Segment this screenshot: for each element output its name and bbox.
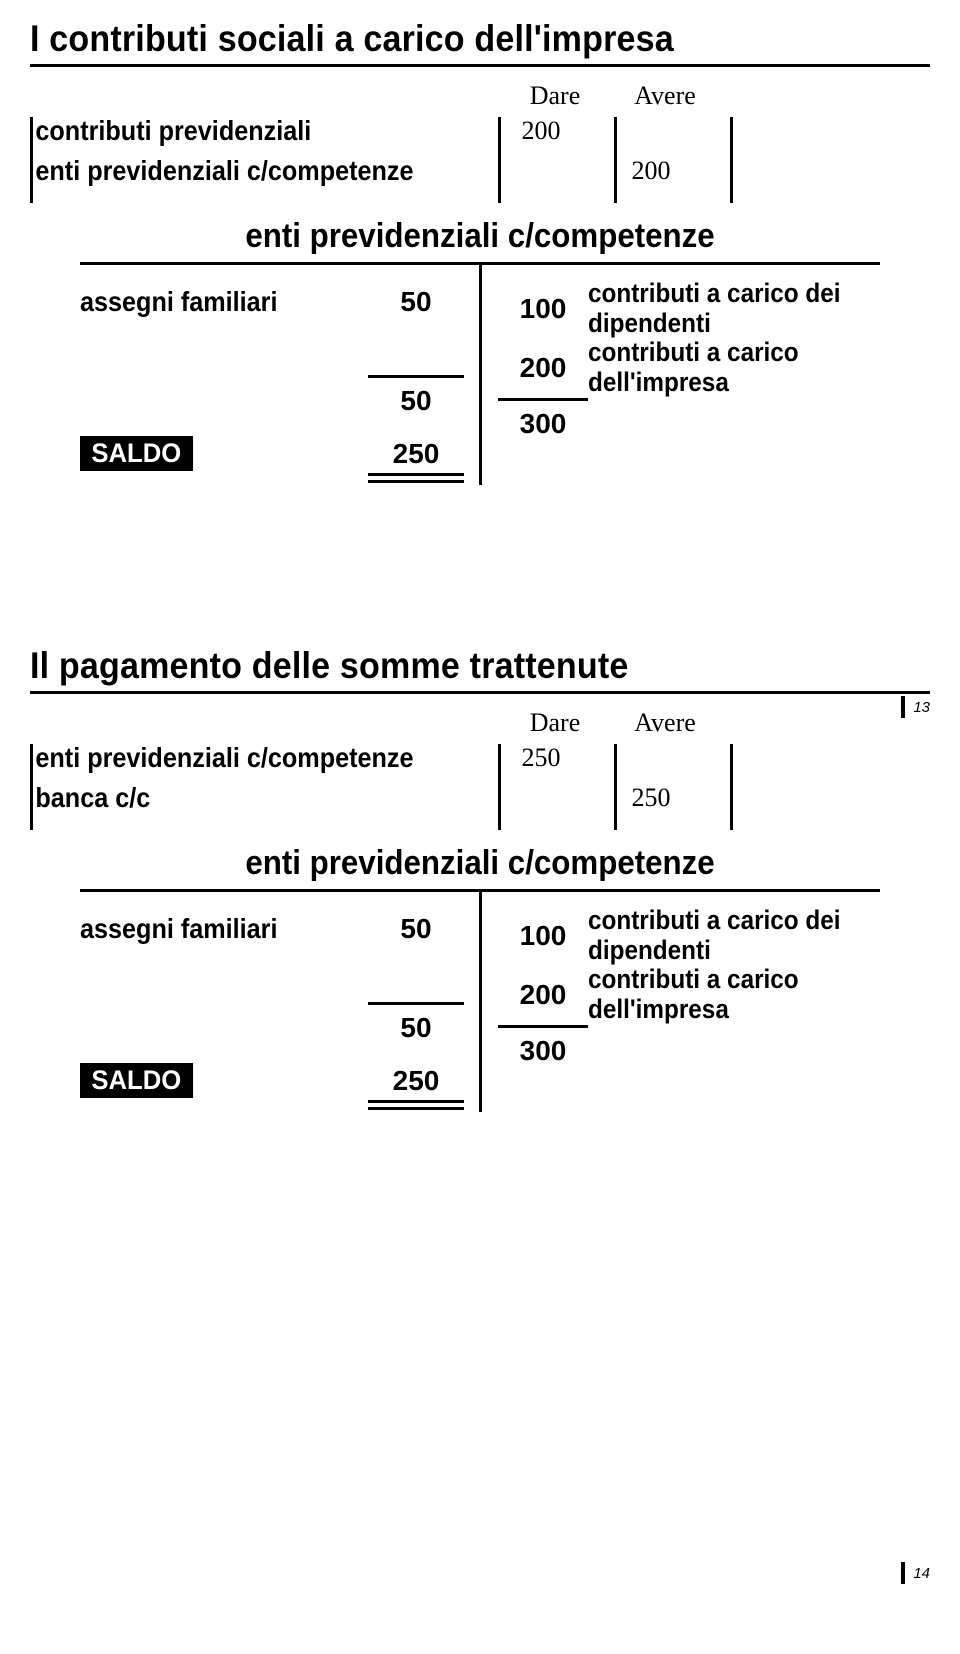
t-right-desc: contributi a carico dei dipendenti — [588, 906, 851, 965]
saldo-row: SALDO 250 — [80, 436, 464, 471]
page-number-mark: 14 — [901, 1562, 930, 1584]
spacer — [30, 81, 500, 111]
saldo-amount: 250 — [368, 438, 464, 470]
journal-header: Dare Avere — [30, 81, 930, 111]
slide-title: I contributi sociali a carico dell'impre… — [30, 18, 858, 60]
journal-row-label: enti previdenziali c/competenze — [30, 742, 440, 774]
saldo-badge: SALDO — [80, 436, 193, 471]
double-rule — [368, 1100, 464, 1110]
t-sum-row: 50 — [80, 378, 464, 424]
vbar — [730, 744, 733, 830]
t-right-sum: 300 — [498, 408, 588, 440]
t-account-title: enti previdenziali c/competenze — [66, 844, 894, 883]
t-left-label: assegni familiari — [80, 913, 339, 945]
slide-title: Il pagamento delle somme trattenute — [30, 645, 858, 687]
page-number: 14 — [913, 1565, 930, 1582]
journal-header: Dare Avere — [30, 708, 930, 738]
t-row: assegni familiari 50 — [80, 279, 464, 325]
col-dare-label: Dare — [500, 81, 610, 111]
t-credit-side: 100 contributi a carico dei dipendenti 2… — [480, 892, 880, 1112]
t-account: enti previdenziali c/competenze assegni … — [30, 217, 930, 485]
t-sum-row: 300 — [498, 1028, 880, 1074]
t-account: enti previdenziali c/competenze assegni … — [30, 844, 930, 1112]
spacer — [80, 325, 464, 375]
t-right-desc: contributi a carico dell'impresa — [588, 338, 851, 397]
t-row: 100 contributi a carico dei dipendenti — [498, 906, 880, 965]
journal-row-label: contributi previdenziali — [30, 115, 440, 147]
col-avere-label: Avere — [610, 81, 720, 111]
title-rule — [30, 691, 930, 694]
t-row: assegni familiari 50 — [80, 906, 464, 952]
t-midline — [479, 892, 482, 1112]
spacer — [80, 952, 464, 1002]
t-body: assegni familiari 50 50 SALDO 250 — [80, 892, 880, 1112]
journal-row-label: enti previdenziali c/competenze — [30, 155, 440, 187]
saldo-amount: 250 — [368, 1065, 464, 1097]
t-account-title: enti previdenziali c/competenze — [66, 217, 894, 256]
t-left-sum: 50 — [368, 385, 464, 417]
t-right-amt: 100 — [498, 920, 588, 952]
page: I contributi sociali a carico dell'impre… — [0, 0, 960, 1654]
t-left-label: assegni familiari — [80, 286, 339, 318]
t-left-amt: 50 — [368, 286, 464, 318]
vbar — [614, 117, 617, 203]
t-row: 200 contributi a carico dell'impresa — [498, 965, 880, 1024]
saldo-badge: SALDO — [80, 1063, 193, 1098]
saldo-row: SALDO 250 — [80, 1063, 464, 1098]
vbar — [614, 744, 617, 830]
vbar — [730, 117, 733, 203]
t-right-amt: 100 — [498, 293, 588, 325]
t-right-amt: 200 — [498, 352, 588, 384]
col-avere-label: Avere — [610, 708, 720, 738]
col-dare-label: Dare — [500, 708, 610, 738]
slide-1: I contributi sociali a carico dell'impre… — [30, 18, 930, 485]
t-right-desc: contributi a carico dei dipendenti — [588, 279, 851, 338]
t-credit-side: 100 contributi a carico dei dipendenti 2… — [480, 265, 880, 485]
t-body: assegni familiari 50 50 SALDO 250 — [80, 265, 880, 485]
t-sum-row: 50 — [80, 1005, 464, 1051]
vbar — [498, 117, 501, 203]
t-right-amt: 200 — [498, 979, 588, 1011]
t-left-sum: 50 — [368, 1012, 464, 1044]
t-midline — [479, 265, 482, 485]
t-row: 200 contributi a carico dell'impresa — [498, 338, 880, 397]
spacer — [30, 708, 500, 738]
t-debit-side: assegni familiari 50 50 SALDO 250 — [80, 265, 480, 485]
journal-row-label: banca c/c — [30, 782, 440, 814]
t-right-sum: 300 — [498, 1035, 588, 1067]
tick-icon — [901, 1562, 905, 1584]
title-rule — [30, 64, 930, 67]
journal-entry: Dare Avere enti previdenziali c/competen… — [30, 708, 930, 818]
t-right-desc: contributi a carico dell'impresa — [588, 965, 851, 1024]
double-rule — [368, 473, 464, 483]
journal-entry: Dare Avere contributi previdenziali 200 … — [30, 81, 930, 191]
slide-2: Il pagamento delle somme trattenute Dare… — [30, 645, 930, 1112]
t-sum-row: 300 — [498, 401, 880, 447]
vbar — [498, 744, 501, 830]
t-row: 100 contributi a carico dei dipendenti — [498, 279, 880, 338]
t-left-amt: 50 — [368, 913, 464, 945]
t-debit-side: assegni familiari 50 50 SALDO 250 — [80, 892, 480, 1112]
